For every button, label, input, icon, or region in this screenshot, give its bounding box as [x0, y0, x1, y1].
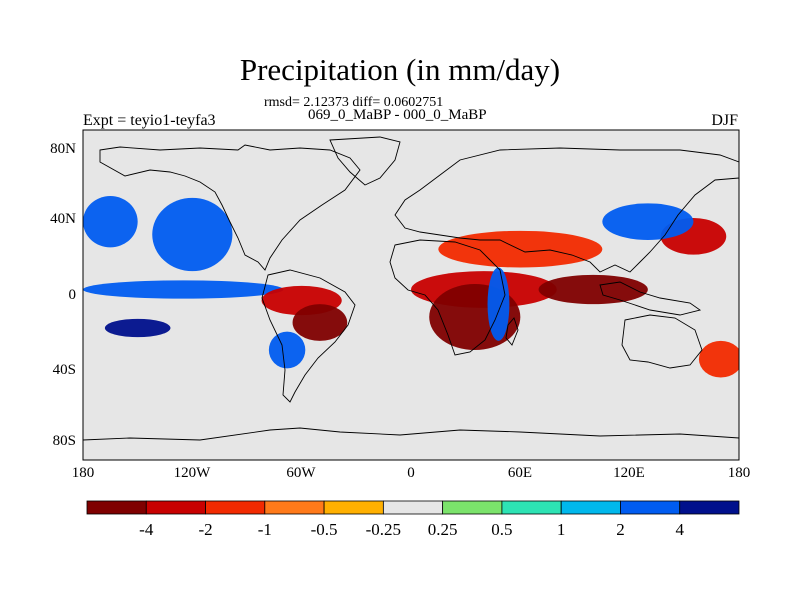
y-tick-label-80n: 80N: [50, 141, 76, 157]
colorbar-label-9: 4: [675, 520, 684, 539]
colorbar-swatch-2: [205, 500, 266, 515]
anomaly-region-6: [83, 280, 284, 299]
colorbar-label-6: 0.5: [491, 520, 513, 539]
coastline-maritime-continent: [599, 281, 702, 316]
map-frame: [82, 129, 740, 461]
coastline-south-america: [261, 269, 356, 403]
colorbar-swatch-5: [382, 500, 444, 515]
colorbar-swatch-4: [323, 500, 384, 515]
x-tick-label-0: 0: [407, 465, 415, 481]
rmsd-diff-subtitle: rmsd= 2.12373 diff= 0.0602751: [264, 95, 444, 110]
anomaly-region-4: [152, 197, 233, 272]
x-tick-label-120e: 120E: [613, 465, 645, 481]
colorbar-label-5: 0.25: [427, 520, 458, 539]
y-tick-label-0: 0: [68, 287, 77, 303]
experiment-label: Expt = teyio1-teyfa3: [83, 112, 216, 129]
x-tick-label-180w: 180: [71, 465, 95, 481]
colorbar-label-0: -4: [139, 520, 154, 539]
coastline-north-america: [99, 144, 361, 271]
colorbar-swatch-7: [501, 500, 562, 515]
colorbar: [86, 500, 740, 515]
colorbar-label-2: -1: [257, 520, 272, 539]
colorbar-swatch-0: [86, 500, 147, 515]
anomaly-region-9: [292, 304, 348, 341]
colorbar-swatch-10: [679, 500, 740, 515]
coastline-australia: [621, 314, 703, 369]
colorbar-swatch-3: [264, 500, 325, 515]
colorbar-swatch-9: [620, 500, 681, 515]
anomaly-region-14: [698, 340, 739, 378]
y-tick-label-40n: 40N: [50, 211, 76, 227]
x-tick-label-120w: 120W: [173, 465, 211, 481]
anomaly-region-3: [538, 274, 648, 305]
season-label: DJF: [711, 112, 738, 129]
colorbar-label-4: -0.25: [365, 520, 402, 539]
y-tick-label-80s: 80S: [52, 433, 76, 449]
anomaly-region-7: [104, 318, 171, 338]
colorbar-swatch-1: [145, 500, 206, 515]
anomaly-region-12: [487, 267, 510, 341]
anomaly-region-10: [268, 331, 306, 369]
coastline-madagascar: [505, 317, 519, 346]
colorbar-swatch-8: [560, 500, 621, 515]
precip-anomaly-field: [83, 196, 739, 378]
y-tick-label-40s: 40S: [52, 362, 76, 378]
coastline-greenland: [329, 136, 401, 186]
colorbar-label-3: -0.5: [310, 520, 338, 539]
colorbar-label-7: 1: [556, 520, 566, 539]
map-title: Precipitation (in mm/day): [239, 52, 561, 87]
x-tick-label-180e: 180: [727, 465, 751, 481]
coastline-africa: [389, 239, 506, 356]
colorbar-swatch-6: [442, 500, 503, 515]
anomaly-region-1: [438, 230, 603, 268]
period-subtitle: 069_0_MaBP - 000_0_MaBP: [308, 107, 487, 123]
anomaly-region-5: [83, 196, 138, 248]
x-tick-label-60w: 60W: [286, 465, 316, 481]
coastlines: [83, 136, 739, 441]
colorbar-label-1: -2: [198, 520, 213, 539]
coastline-antarctica: [83, 427, 739, 441]
x-tick-label-60e: 60E: [507, 465, 533, 481]
colorbar-label-8: 2: [616, 520, 625, 539]
anomaly-region-13: [602, 203, 694, 241]
coastline-eurasia: [394, 147, 739, 273]
